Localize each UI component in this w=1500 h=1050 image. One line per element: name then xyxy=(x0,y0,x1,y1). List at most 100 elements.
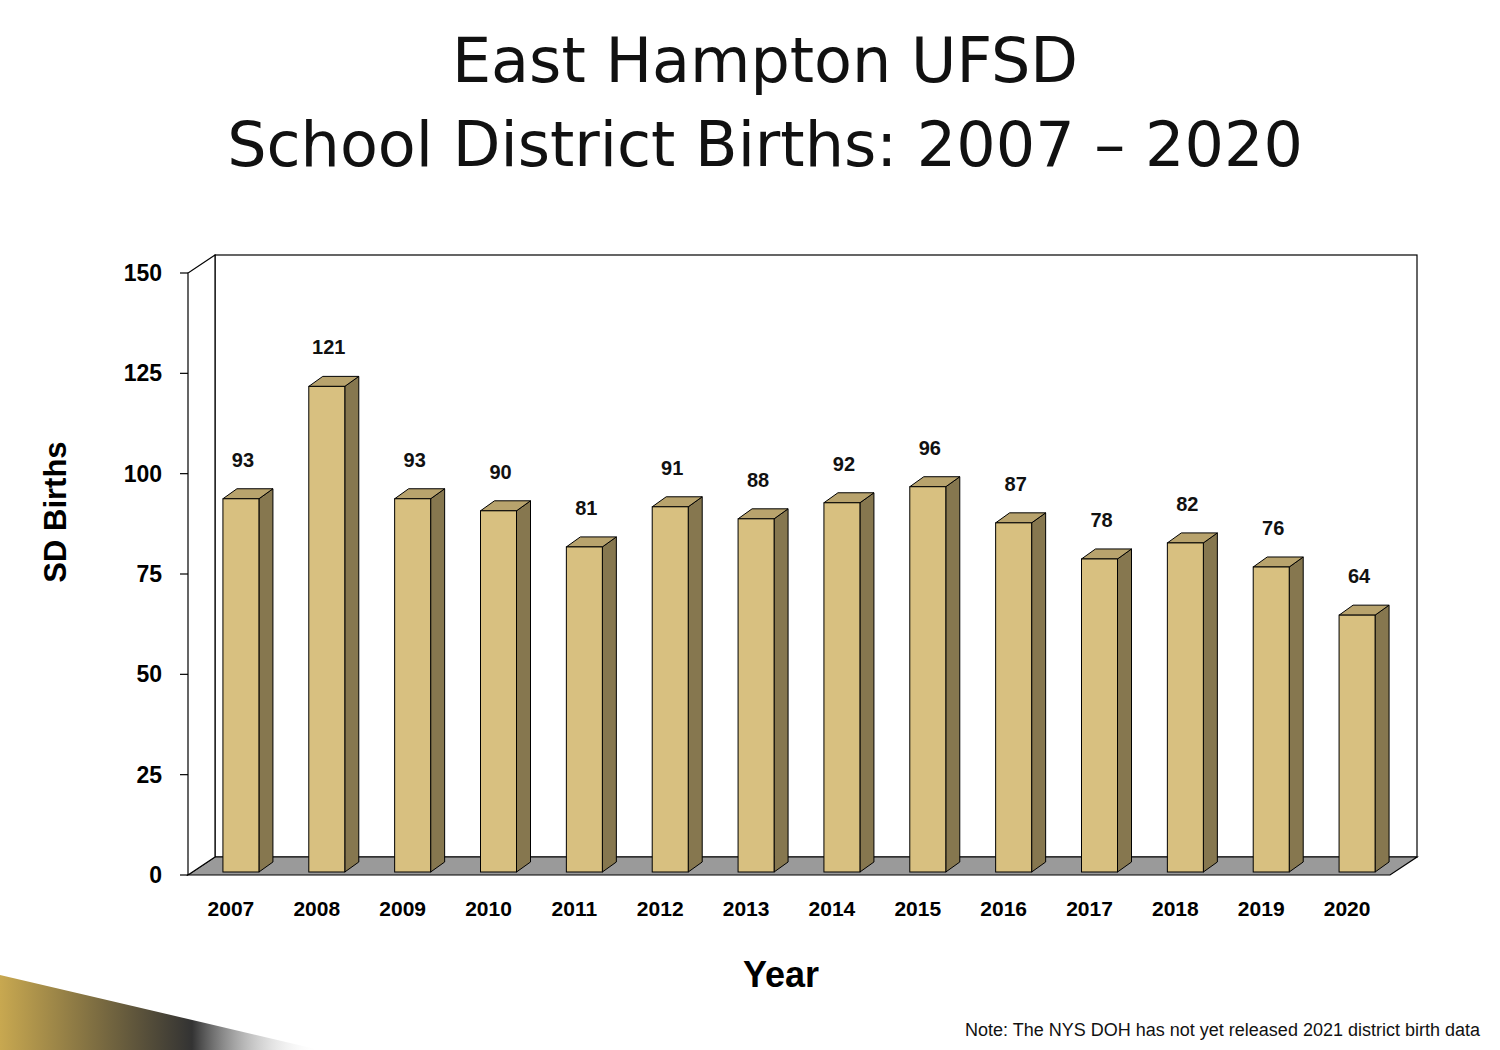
annotation: Note: The NYS DOH has not yet released 2… xyxy=(965,1020,1481,1040)
bar-group xyxy=(824,493,874,872)
bar xyxy=(1253,567,1289,872)
x-tick-label: 2007 xyxy=(208,897,255,920)
bar-group xyxy=(395,489,445,872)
data-label: 76 xyxy=(1262,517,1284,539)
bar-side xyxy=(259,489,273,872)
data-label: 78 xyxy=(1090,509,1112,531)
bar xyxy=(223,499,259,872)
x-tick-label: 2012 xyxy=(637,897,684,920)
bar-group xyxy=(738,509,788,872)
bar-group xyxy=(1339,605,1389,872)
bar-side xyxy=(1032,513,1046,872)
x-tick-label: 2014 xyxy=(809,897,856,920)
x-tick-label: 2013 xyxy=(723,897,770,920)
bar-top xyxy=(395,489,445,499)
bar-side xyxy=(431,489,445,872)
bar-group xyxy=(309,376,359,872)
bar xyxy=(481,511,517,872)
y-tick-label: 100 xyxy=(124,461,162,487)
y-tick-label: 125 xyxy=(124,360,163,386)
x-tick-label: 2018 xyxy=(1152,897,1199,920)
data-label: 64 xyxy=(1348,565,1371,587)
bar-group xyxy=(223,489,273,872)
bar-top xyxy=(824,493,874,503)
bar-side xyxy=(1289,557,1303,872)
y-tick xyxy=(180,473,188,474)
bar-side xyxy=(774,509,788,872)
y-tick-label: 150 xyxy=(124,260,162,286)
data-label: 90 xyxy=(489,461,511,483)
decoration xyxy=(0,975,320,1050)
bar xyxy=(652,507,688,872)
bar-side xyxy=(860,493,874,872)
title: East Hampton UFSD xyxy=(452,24,1078,97)
bar-top xyxy=(309,376,359,386)
y-tick-label: 75 xyxy=(136,561,162,587)
bar-top xyxy=(996,513,1046,523)
data-label: 93 xyxy=(232,449,254,471)
side-wall xyxy=(188,255,215,875)
labels: 93121939081918892968778827664 xyxy=(232,336,1371,587)
bar xyxy=(910,487,946,872)
y-tick xyxy=(180,573,188,574)
bar xyxy=(1082,559,1118,872)
bar-group xyxy=(1167,533,1217,872)
data-label: 91 xyxy=(661,457,683,479)
bar xyxy=(824,503,860,872)
bar-top xyxy=(1253,557,1303,567)
bar-top xyxy=(481,501,531,511)
y-tick xyxy=(180,272,188,273)
bars xyxy=(223,376,1389,872)
bar xyxy=(309,386,345,872)
x-tick-label: 2010 xyxy=(465,897,512,920)
floor xyxy=(188,857,1417,875)
data-label: 81 xyxy=(575,497,597,519)
bar xyxy=(996,523,1032,872)
data-label: 88 xyxy=(747,469,769,491)
chart-container: East Hampton UFSDSchool District Births:… xyxy=(0,0,1500,1050)
x-tick-label: 2016 xyxy=(980,897,1027,920)
data-label: 121 xyxy=(312,336,345,358)
y-tick xyxy=(180,774,188,775)
bar xyxy=(738,519,774,872)
bar-side xyxy=(688,497,702,872)
bar-top xyxy=(652,497,702,507)
bar-group xyxy=(996,513,1046,872)
bar xyxy=(566,547,602,872)
bar xyxy=(1339,615,1375,872)
y-axis-label: SD Births xyxy=(38,441,73,582)
bar-top xyxy=(1339,605,1389,615)
bar-side xyxy=(1375,605,1389,872)
x-tick-label: 2011 xyxy=(552,897,598,920)
bar-top xyxy=(1167,533,1217,543)
bar-top xyxy=(566,537,616,547)
bar-group xyxy=(652,497,702,872)
chart-svg: East Hampton UFSDSchool District Births:… xyxy=(0,0,1500,1050)
x-tick-label: 2009 xyxy=(379,897,426,920)
bar-side xyxy=(345,376,359,872)
y-tick xyxy=(180,874,188,875)
y-tick-label: 25 xyxy=(136,762,162,788)
bar xyxy=(395,499,431,872)
data-label: 93 xyxy=(404,449,426,471)
bar-top xyxy=(910,477,960,487)
x-tick-label: 2015 xyxy=(894,897,941,920)
data-label: 87 xyxy=(1005,473,1027,495)
bar-group xyxy=(910,477,960,872)
x-axis-label: Year xyxy=(743,954,819,995)
y-tick-label: 50 xyxy=(136,661,162,687)
y-tick xyxy=(180,674,188,675)
x-tick-label: 2008 xyxy=(293,897,340,920)
bar-top xyxy=(738,509,788,519)
bar-group xyxy=(481,501,531,872)
bar-side xyxy=(602,537,616,872)
data-label: 82 xyxy=(1176,493,1198,515)
bar xyxy=(1167,543,1203,872)
bar-side xyxy=(1203,533,1217,872)
bar-group xyxy=(1082,549,1132,872)
x-tick-label: 2020 xyxy=(1324,897,1371,920)
x-tick-label: 2017 xyxy=(1066,897,1113,920)
bar-top xyxy=(1082,549,1132,559)
bar-group xyxy=(1253,557,1303,872)
bar-side xyxy=(1118,549,1132,872)
